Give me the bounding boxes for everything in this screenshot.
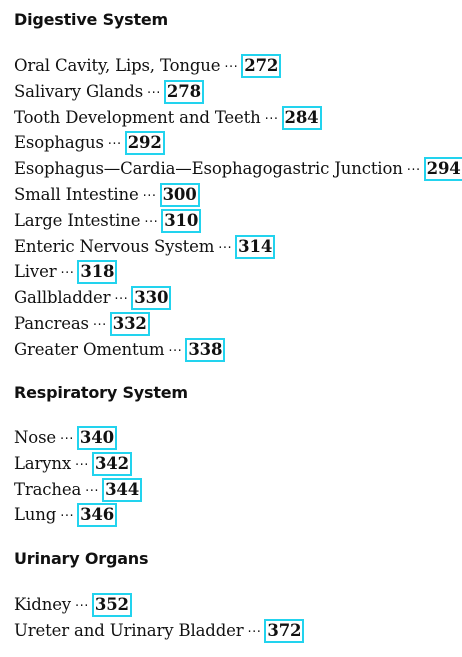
page-number-link[interactable]: 318 bbox=[77, 260, 118, 285]
entry-label: Small Intestine bbox=[14, 184, 139, 204]
toc-entry: Pancreas ··· 332 bbox=[14, 311, 462, 337]
page-number-link[interactable]: 332 bbox=[109, 311, 150, 336]
leader-dots: ··· bbox=[114, 292, 129, 308]
entry-label: Enteric Nervous System bbox=[14, 236, 215, 256]
digestive-system-entries: Oral Cavity, Lips, Tongue ··· 272 Salivary… bbox=[14, 53, 462, 363]
leader-dots: ··· bbox=[74, 599, 89, 614]
page-number-link[interactable]: 372 bbox=[264, 618, 305, 643]
leader-dots: ··· bbox=[144, 214, 159, 230]
respiratory-system-entries: Nose ··· 340 Larynx ··· 342 Trachea ··· 344 Lu… bbox=[14, 425, 143, 528]
entry-label: Oral Cavity, Lips, Tongue bbox=[14, 56, 221, 75]
entry-label: Esophagus bbox=[14, 133, 104, 153]
toc-entry: Enteric Nervous System ··· 314 bbox=[14, 234, 462, 260]
toc-entry: Liver ··· 318 bbox=[14, 259, 462, 285]
page-number-link[interactable]: 314 bbox=[235, 234, 276, 259]
entry-label: Gallbladder bbox=[14, 288, 111, 308]
leader-dots: ··· bbox=[168, 343, 183, 359]
entry-label: Liver bbox=[14, 262, 57, 282]
toc-entry: Gallbladder ··· 330 bbox=[14, 285, 462, 311]
toc-entry: Large Intestine ··· 310 bbox=[14, 208, 462, 234]
leader-dots: ··· bbox=[60, 509, 75, 525]
leader-dots: ··· bbox=[247, 624, 262, 640]
urinary-organs-entries: Kidney ··· 352 Ureter and Urinary Bladder ·… bbox=[14, 592, 305, 644]
leader-dots: ··· bbox=[85, 483, 100, 499]
leader-dots: ··· bbox=[264, 111, 279, 127]
leader-dots: ··· bbox=[60, 266, 75, 282]
page-number-link[interactable]: 346 bbox=[77, 503, 118, 528]
toc-entry: Ureter and Urinary Bladder ··· 372 bbox=[14, 618, 305, 644]
leader-dots: ··· bbox=[92, 317, 107, 333]
entry-label: Larynx bbox=[14, 453, 72, 473]
page-number-link[interactable]: 344 bbox=[102, 477, 143, 502]
leader-dots: ··· bbox=[107, 137, 122, 153]
toc-entry: Oral Cavity, Lips, Tongue ··· 272 bbox=[14, 53, 462, 79]
entry-label: Nose bbox=[14, 428, 57, 447]
entry-label: Salivary Glands bbox=[14, 81, 144, 101]
leader-dots: ··· bbox=[406, 163, 421, 179]
leader-dots: ··· bbox=[142, 188, 157, 204]
entry-label: Large Intestine bbox=[14, 210, 141, 230]
page-number-link[interactable]: 342 bbox=[91, 451, 132, 476]
toc-entry: Esophagus—Cardia—Esophagogastric Junctio… bbox=[14, 156, 462, 182]
entry-label: Lung bbox=[14, 505, 57, 525]
entry-label: Esophagus—Cardia—Esophagogastric Junctio… bbox=[14, 159, 403, 179]
section-title-respiratory-system: Respiratory System bbox=[14, 383, 188, 402]
toc-entry: Lung ··· 346 bbox=[14, 502, 142, 528]
toc-entry: Trachea ··· 344 bbox=[14, 477, 143, 503]
toc-entry: Salivary Glands ··· 278 bbox=[14, 79, 462, 105]
entry-label: Greater Omentum bbox=[14, 339, 165, 359]
leader-dots: ··· bbox=[60, 432, 74, 447]
entry-label: Trachea bbox=[14, 479, 82, 499]
page-number-link[interactable]: 338 bbox=[185, 337, 226, 362]
page-number-link[interactable]: 310 bbox=[161, 208, 202, 233]
leader-dots: ··· bbox=[147, 85, 161, 101]
page-number-link[interactable]: 292 bbox=[124, 131, 165, 156]
toc-entry: Small Intestine ··· 300 bbox=[14, 182, 462, 208]
entry-label: Kidney bbox=[14, 595, 71, 614]
page-number-link[interactable]: 300 bbox=[159, 182, 200, 207]
leader-dots: ··· bbox=[224, 60, 239, 75]
page-number-link[interactable]: 272 bbox=[241, 54, 282, 78]
page-number-link[interactable]: 352 bbox=[91, 593, 132, 617]
page-number-link[interactable]: 330 bbox=[131, 286, 172, 311]
entry-label: Tooth Development and Teeth bbox=[14, 107, 261, 127]
section-title-digestive-system: Digestive System bbox=[14, 10, 169, 29]
toc-entry: Tooth Development and Teeth ··· 284 bbox=[14, 105, 462, 131]
page-number-link[interactable]: 278 bbox=[163, 79, 204, 104]
page-number-link[interactable]: 340 bbox=[76, 426, 117, 450]
entry-label: Ureter and Urinary Bladder bbox=[14, 620, 244, 640]
toc-entry: Nose ··· 340 bbox=[14, 425, 142, 451]
leader-dots: ··· bbox=[218, 240, 233, 256]
page-number-link[interactable]: 294 bbox=[423, 157, 462, 182]
toc-entry: Kidney ··· 352 bbox=[14, 592, 304, 618]
toc-entry: Larynx ··· 342 bbox=[14, 451, 142, 477]
leader-dots: ··· bbox=[75, 457, 89, 473]
toc-entry: Greater Omentum ··· 338 bbox=[14, 337, 462, 363]
entry-label: Pancreas bbox=[14, 313, 89, 333]
toc-entry: Esophagus ··· 292 bbox=[14, 130, 462, 156]
page-number-link[interactable]: 284 bbox=[281, 105, 322, 130]
section-title-urinary-organs: Urinary Organs bbox=[14, 549, 149, 568]
